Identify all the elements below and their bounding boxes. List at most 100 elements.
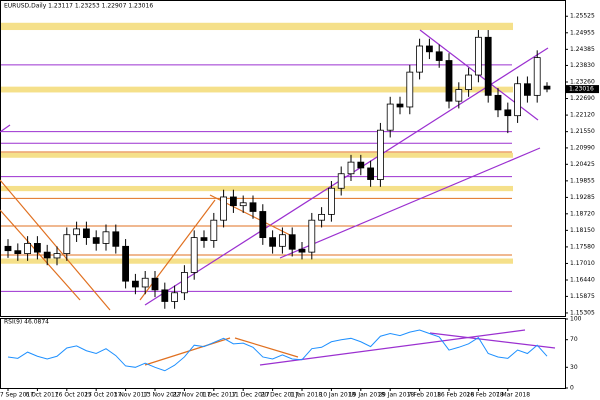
candle-body bbox=[288, 234, 296, 250]
trend-line bbox=[0, 179, 111, 311]
y-tick-label: 1.25525 bbox=[570, 13, 595, 20]
chart-title: EURUSD,Daily 1.23117 1.23253 1.22907 1.2… bbox=[4, 3, 153, 10]
candle-body bbox=[533, 57, 541, 96]
candle-body bbox=[278, 234, 286, 247]
y-tick-label: 1.19285 bbox=[570, 194, 595, 201]
rsi-tick-label: 0 bbox=[570, 385, 574, 392]
candle-body bbox=[161, 289, 169, 302]
zone bbox=[1, 152, 513, 158]
candle-body bbox=[131, 280, 139, 288]
candle-body bbox=[73, 228, 80, 236]
trend-line bbox=[0, 209, 81, 301]
candle-body bbox=[416, 45, 424, 73]
x-tick-label: 7 Feb 2018 bbox=[408, 392, 442, 399]
y-tick-label: 1.24385 bbox=[570, 46, 595, 53]
y-tick-label: 1.16440 bbox=[570, 277, 595, 284]
candle-body bbox=[376, 129, 384, 180]
candle-body bbox=[318, 213, 326, 221]
candle-body bbox=[112, 231, 120, 247]
zone bbox=[1, 86, 513, 93]
candle-body bbox=[24, 243, 32, 254]
candle-body bbox=[259, 211, 267, 239]
candle-body bbox=[406, 71, 414, 108]
candle-body bbox=[514, 83, 521, 117]
current-price-box bbox=[566, 85, 599, 94]
candle-body bbox=[445, 60, 453, 102]
trend-line bbox=[139, 199, 216, 301]
rsi-tick-label: 100 bbox=[570, 316, 582, 323]
candle-body bbox=[474, 36, 482, 76]
y-tick-label: 1.20425 bbox=[570, 161, 595, 168]
trend-line bbox=[0, 124, 11, 133]
candle-body bbox=[435, 51, 443, 61]
y-tick-label: 1.22120 bbox=[570, 112, 595, 119]
candle-body bbox=[220, 196, 228, 221]
rsi-trend-line bbox=[259, 329, 526, 366]
y-tick-label: 1.24955 bbox=[570, 29, 595, 36]
price-pane bbox=[0, 0, 566, 317]
candle-body bbox=[210, 219, 218, 241]
x-tick-label: 16 Oct 2017 bbox=[55, 392, 92, 399]
candle-body bbox=[337, 173, 345, 189]
candle-body bbox=[484, 36, 492, 96]
candle-body bbox=[396, 103, 404, 108]
rsi-trend-line bbox=[234, 337, 299, 358]
x-tick-label: 22 Nov 2017 bbox=[172, 392, 211, 399]
candle-body bbox=[63, 234, 71, 254]
x-tick-label: 7 Mar 2018 bbox=[496, 392, 530, 399]
rsi-title: RSI(9) 46.0874 bbox=[4, 319, 49, 326]
x-tick-label: 19 Jan 2018 bbox=[349, 392, 385, 399]
candle-body bbox=[249, 202, 257, 212]
y-tick-label: 1.18150 bbox=[570, 227, 595, 234]
rsi-trend-line bbox=[144, 337, 231, 366]
y-tick-label: 1.23260 bbox=[570, 79, 595, 86]
candle-body bbox=[180, 272, 188, 294]
x-tick-label: 6 Oct 2017 bbox=[25, 392, 58, 399]
candle-body bbox=[308, 219, 316, 253]
y-tick-label: 1.17580 bbox=[570, 243, 595, 250]
rsi-line bbox=[7, 329, 548, 372]
current-price-label: 1.23016 bbox=[569, 86, 594, 93]
x-tick-label: 11 Dec 2017 bbox=[231, 392, 270, 399]
candle-body bbox=[92, 237, 100, 244]
candle-body bbox=[190, 237, 198, 273]
candle-body bbox=[43, 251, 51, 259]
zone bbox=[1, 258, 513, 264]
candle-body bbox=[171, 292, 179, 302]
x-tick-label: 16 Feb 2018 bbox=[437, 392, 475, 399]
y-tick-label: 1.22690 bbox=[570, 95, 595, 102]
candle-body bbox=[83, 228, 90, 239]
rsi-tick-label: 30 bbox=[570, 364, 578, 371]
x-tick-label: 29 Jan 2018 bbox=[378, 392, 414, 399]
y-tick-label: 1.15875 bbox=[570, 293, 595, 300]
x-tick-label: 1 Dec 2017 bbox=[202, 392, 237, 399]
candle-body bbox=[53, 253, 61, 259]
candle-body bbox=[347, 161, 355, 175]
candle-body bbox=[141, 277, 149, 288]
zone bbox=[1, 22, 513, 31]
candle-body bbox=[298, 248, 306, 253]
rsi-trend-line bbox=[429, 332, 556, 349]
candle-body bbox=[122, 245, 129, 282]
y-tick-label: 1.19855 bbox=[570, 177, 595, 184]
candle-body bbox=[494, 94, 502, 111]
candle-body bbox=[543, 85, 551, 90]
candle-body bbox=[102, 231, 110, 244]
candle-body bbox=[367, 167, 375, 180]
rsi-pane bbox=[0, 318, 566, 389]
trend-line bbox=[144, 47, 549, 306]
candle-body bbox=[151, 277, 159, 291]
candle-body bbox=[239, 202, 247, 207]
candle-body bbox=[4, 245, 12, 252]
candle-body bbox=[425, 45, 433, 53]
candle-body bbox=[269, 237, 277, 247]
x-tick-label: 1 Jan 2018 bbox=[290, 392, 322, 399]
rsi-tick-label: 70 bbox=[570, 336, 578, 343]
y-tick-label: 1.23830 bbox=[570, 62, 595, 69]
x-tick-label: 25 Oct 2017 bbox=[84, 392, 121, 399]
candle-body bbox=[465, 74, 473, 90]
candle-body bbox=[327, 187, 335, 215]
x-tick-label: 26 Feb 2018 bbox=[466, 392, 504, 399]
